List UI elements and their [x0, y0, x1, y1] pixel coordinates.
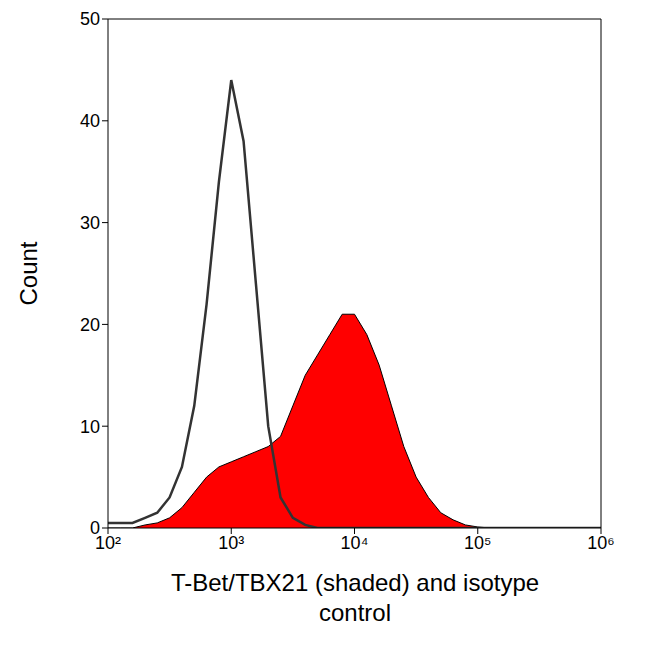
svg-text:40: 40	[80, 111, 100, 131]
svg-text:10³: 10³	[218, 533, 244, 553]
svg-text:20: 20	[80, 315, 100, 335]
svg-text:10: 10	[80, 417, 100, 437]
svg-text:10⁶: 10⁶	[587, 533, 614, 553]
svg-text:50: 50	[80, 9, 100, 29]
html-text:T-Bet/TBX21 (shaded) and isoty: T-Bet/TBX21 (shaded) and isotype control	[170, 569, 540, 626]
svg-text:Count: Count	[15, 241, 42, 305]
svg-text:10⁵: 10⁵	[464, 533, 491, 553]
svg-text:10⁴: 10⁴	[341, 533, 369, 553]
svg-text:30: 30	[80, 213, 100, 233]
svg-text:10²: 10²	[95, 532, 121, 553]
svg-text:0: 0	[90, 518, 100, 538]
